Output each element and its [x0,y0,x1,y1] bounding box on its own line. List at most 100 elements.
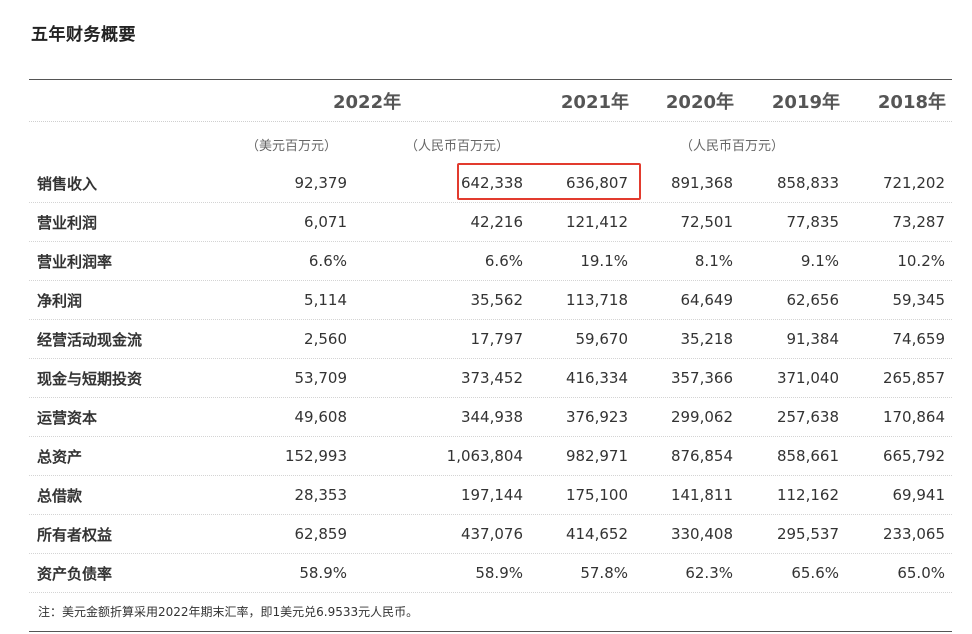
cell-2020: 299,062 [670,408,733,426]
cell-2021: 19.1% [580,252,628,270]
row-label: 总借款 [37,487,83,505]
unit-rmb-history: （人民币百万元） [680,139,785,154]
row-label: 所有者权益 [37,526,113,544]
row-separator [29,358,952,359]
cell-2021: 636,807 [565,174,628,192]
cell-2021: 175,100 [565,486,628,504]
cell-2022: 1,063,804 [446,447,523,465]
row-separator [29,514,952,515]
cell-2019: 257,638 [776,408,839,426]
row-label: 经营活动现金流 [37,331,143,349]
table-row: 净利润 5,114 35,562 113,718 64,649 62,656 59,345 [29,281,952,320]
cell-usd: 5,114 [304,291,347,309]
cell-2018: 265,857 [882,369,945,387]
cell-2022: 344,938 [460,408,523,426]
cell-2019: 77,835 [786,213,840,231]
cell-2022: 58.9% [475,564,523,582]
row-label: 营业利润率 [37,253,113,271]
cell-usd: 6,071 [304,213,347,231]
highlight-box [457,163,641,200]
row-separator [29,202,952,203]
cell-2020: 141,811 [670,486,733,504]
cell-2021: 982,971 [565,447,628,465]
table-row: 现金与短期投资 53,709 373,452 416,334 357,366 371,04… [29,359,952,398]
cell-2021: 113,718 [565,291,628,309]
table-row: 总资产 152,993 1,063,804 982,971 876,854 858,661… [29,437,952,476]
page-title: 五年财务概要 [31,25,136,45]
table-row: 销售收入 92,379 642,338 636,807 891,368 858,833 72… [29,164,952,203]
cell-2022: 437,076 [460,525,523,543]
year-header-2021: 2021年 [560,92,629,113]
row-separator [29,436,952,437]
cell-2018: 74,659 [892,330,946,348]
footnote: 注：美元金额折算采用2022年期末汇率，即1美元兑6.9533元人民币。 [38,605,419,619]
cell-2020: 357,366 [670,369,733,387]
cell-2020: 35,218 [680,330,734,348]
cell-2018: 73,287 [892,213,946,231]
cell-2018: 65.0% [897,564,945,582]
row-separator [29,592,952,593]
cell-2019: 858,833 [776,174,839,192]
cell-2020: 330,408 [670,525,733,543]
cell-2020: 72,501 [680,213,734,231]
cell-usd: 92,379 [294,174,348,192]
cell-2018: 170,864 [882,408,945,426]
row-separator [29,397,952,398]
table-row: 经营活动现金流 2,560 17,797 59,670 35,218 91,384 74,6… [29,320,952,359]
row-label: 运营资本 [37,409,98,427]
cell-2022: 373,452 [460,369,523,387]
cell-usd: 152,993 [284,447,347,465]
cell-usd: 53,709 [294,369,348,387]
cell-2018: 233,065 [882,525,945,543]
cell-2020: 62.3% [685,564,733,582]
row-label: 资产负债率 [37,565,113,583]
row-separator [29,553,952,554]
cell-2021: 59,670 [575,330,629,348]
year-header-2018: 2018年 [877,92,946,113]
table-row: 总借款 28,353 197,144 175,100 141,811 112,162 69,… [29,476,952,515]
table-row: 运营资本 49,608 344,938 376,923 299,062 257,638 17… [29,398,952,437]
row-label: 净利润 [37,292,83,310]
cell-2022: 17,797 [470,330,524,348]
cell-2018: 10.2% [897,252,945,270]
cell-usd: 49,608 [294,408,348,426]
table-row: 营业利润率 6.6% 6.6% 19.1% 8.1% 9.1% 10.2% [29,242,952,281]
cell-usd: 6.6% [308,252,347,270]
row-separator [29,475,952,476]
row-label: 总资产 [37,448,83,466]
table-row: 营业利润 6,071 42,216 121,412 72,501 77,835 73,287 [29,203,952,242]
row-label: 销售收入 [37,175,98,193]
cell-2019: 62,656 [786,291,840,309]
cell-2022: 642,338 [460,174,523,192]
table-top-rule [29,79,952,80]
cell-usd: 62,859 [294,525,348,543]
cell-2018: 721,202 [882,174,945,192]
table-row: 资产负债率 58.9% 58.9% 57.8% 62.3% 65.6% 65.0% [29,554,952,593]
cell-2019: 295,537 [776,525,839,543]
cell-2020: 876,854 [670,447,733,465]
cell-2019: 858,661 [776,447,839,465]
table-bottom-rule [29,631,952,632]
cell-2018: 59,345 [892,291,946,309]
cell-2021: 416,334 [565,369,628,387]
row-label: 现金与短期投资 [37,370,143,388]
cell-2020: 891,368 [670,174,733,192]
cell-2019: 65.6% [791,564,839,582]
cell-2022: 35,562 [470,291,524,309]
cell-2019: 9.1% [800,252,839,270]
table-row: 所有者权益 62,859 437,076 414,652 330,408 295,537 2… [29,515,952,554]
unit-rmb-2022: （人民币百万元） [405,139,510,154]
row-label: 营业利润 [37,214,98,232]
row-separator [29,280,952,281]
cell-2021: 57.8% [580,564,628,582]
cell-2022: 42,216 [470,213,524,231]
header-separator [29,121,952,122]
year-header-2022: 2022年 [333,92,402,113]
cell-2018: 665,792 [882,447,945,465]
cell-2019: 112,162 [776,486,839,504]
cell-2019: 91,384 [786,330,840,348]
year-header-2020: 2020年 [665,92,734,113]
cell-2021: 414,652 [565,525,628,543]
row-separator [29,241,952,242]
cell-2019: 371,040 [776,369,839,387]
